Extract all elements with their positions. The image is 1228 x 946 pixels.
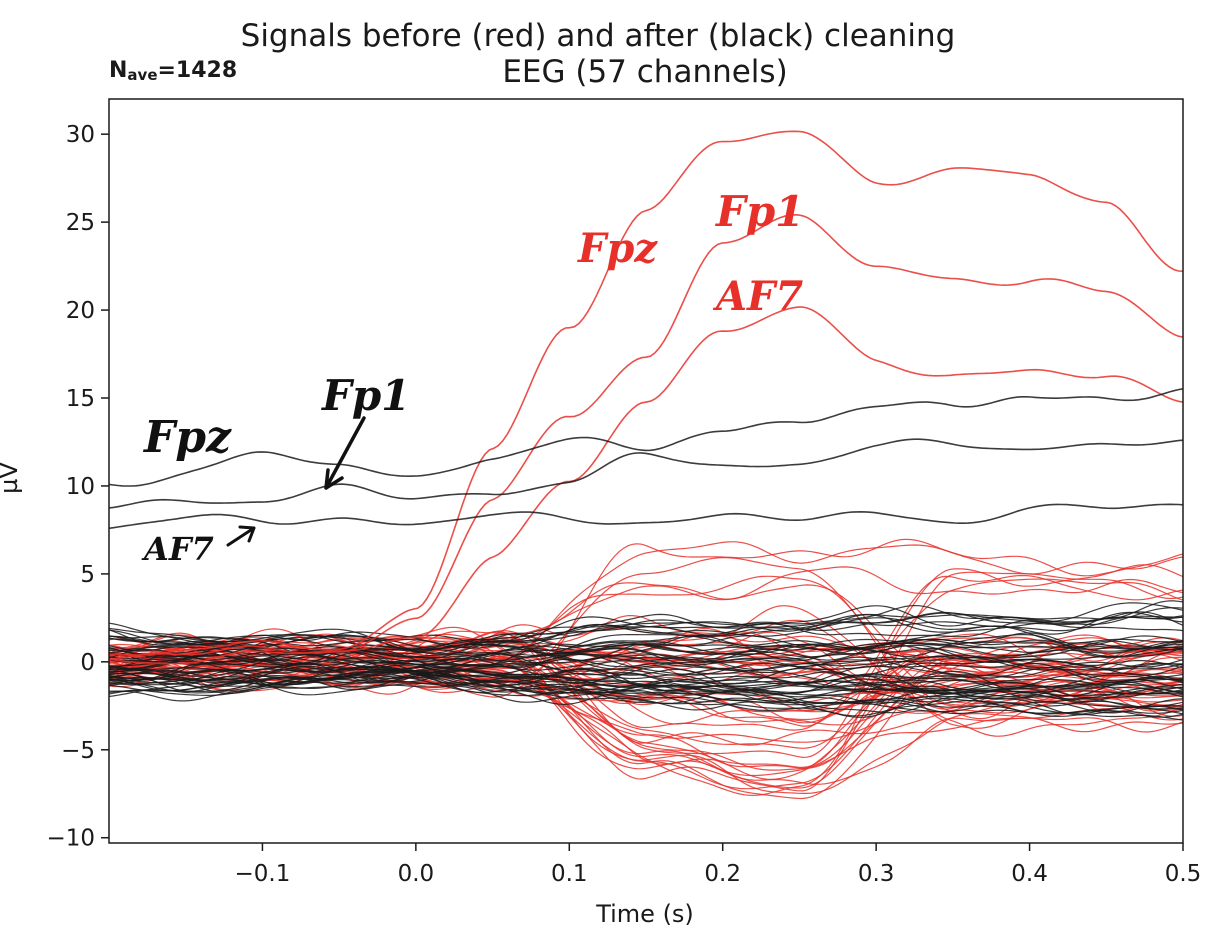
y-tick-label: −10 — [46, 826, 95, 852]
nave-label: Nave=1428 — [109, 58, 237, 84]
x-tick-label: 0.3 — [858, 861, 895, 887]
arrow-af7-icon — [226, 525, 256, 547]
channel-trace-after — [109, 658, 1183, 684]
annotation-af7-red: AF7 — [712, 273, 803, 320]
y-tick-label: −5 — [61, 738, 95, 764]
y-axis-label: µV — [0, 462, 23, 494]
series-line-fp1-before — [109, 213, 1183, 661]
y-tick-label: 20 — [66, 298, 95, 324]
x-axis-label: Time (s) — [595, 900, 694, 928]
nave-value: =1428 — [158, 58, 238, 83]
x-tick-label: −0.1 — [234, 861, 290, 887]
channel-trace-after — [109, 672, 1183, 708]
series-line-fpz-before — [109, 130, 1183, 656]
channel-trace-after — [109, 640, 1183, 664]
y-tick-label: 0 — [80, 650, 95, 676]
handwritten-annotations: Fpz Fp1 AF7 Fpz Fp1 AF7 — [141, 187, 804, 568]
y-tick-label: 10 — [66, 474, 95, 500]
x-tick-label: 0.2 — [704, 861, 741, 887]
x-tick-label: 0.5 — [1165, 861, 1202, 887]
annotation-fp1-red: Fp1 — [715, 187, 804, 236]
channel-trace-after — [109, 670, 1183, 700]
annotation-af7-black: AF7 — [141, 530, 214, 568]
channel-trace-before — [109, 649, 1183, 769]
channel-trace-after — [109, 632, 1183, 666]
channel-trace-before — [109, 630, 1183, 679]
plot-frame — [108, 98, 1184, 844]
annotation-fpz-red: Fpz — [577, 225, 658, 272]
x-tick-label: 0.4 — [1011, 861, 1048, 887]
channel-trace-after — [109, 667, 1183, 699]
chart-subtitle: EEG (57 channels) — [502, 54, 787, 90]
annotation-fpz-black: Fpz — [142, 412, 232, 463]
nave-n: N — [109, 58, 127, 83]
y-tick-label: 25 — [66, 210, 95, 236]
channel-trace-after — [109, 641, 1183, 668]
channel-trace-after — [109, 642, 1183, 665]
series-line-fp1-after — [109, 438, 1183, 509]
series-line-af7-after — [109, 503, 1183, 530]
channel-trace-after — [109, 676, 1183, 718]
channel-trace-after — [109, 633, 1183, 665]
arrow-fp1-icon — [324, 416, 366, 490]
y-axis: −10 −5 0 5 10 15 20 25 30 — [46, 122, 109, 852]
annotation-fp1-black: Fp1 — [321, 371, 410, 420]
channel-trace-before — [109, 541, 1183, 666]
y-tick-label: 30 — [66, 122, 95, 148]
channel-trace-after — [109, 666, 1183, 695]
y-tick-label: 5 — [80, 562, 95, 588]
channel-trace-after — [109, 680, 1183, 715]
trace-area — [109, 130, 1183, 800]
channel-trace-after — [109, 602, 1183, 651]
series-line-fpz-after — [109, 388, 1183, 487]
x-tick-label: 0.1 — [551, 861, 588, 887]
channel-trace-after — [109, 620, 1183, 657]
x-tick-label: 0.0 — [398, 861, 435, 887]
channel-trace-after — [109, 662, 1183, 690]
channel-trace-after — [109, 612, 1183, 650]
nave-subscript: ave — [127, 66, 157, 84]
channel-trace-after — [109, 655, 1183, 672]
x-axis: −0.1 0.0 0.1 0.2 0.3 0.4 0.5 — [234, 843, 1201, 887]
channel-trace-after — [109, 670, 1183, 716]
chart-title: Signals before (red) and after (black) c… — [241, 18, 956, 54]
channel-trace-after — [109, 656, 1183, 672]
series-line-af7-before — [109, 306, 1183, 665]
y-tick-label: 15 — [66, 386, 95, 412]
